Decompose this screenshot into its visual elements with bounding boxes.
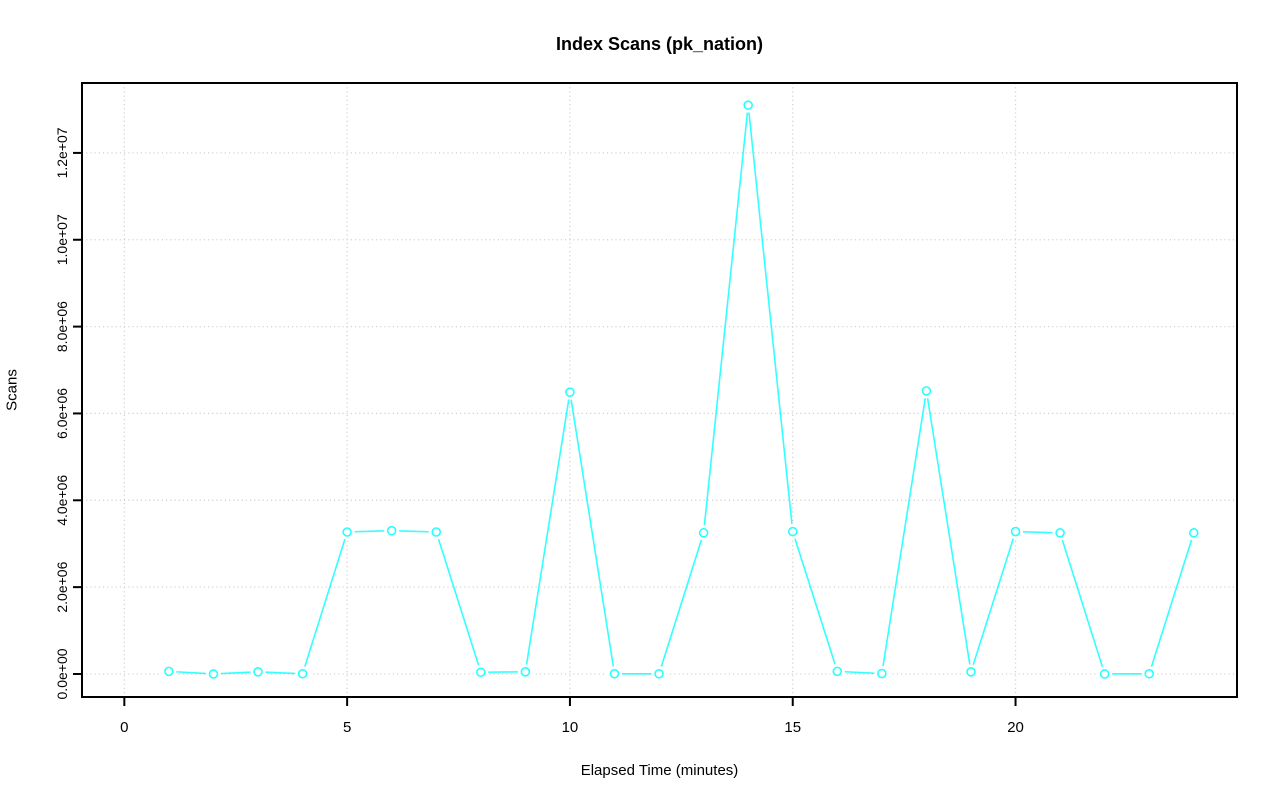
data-point-marker <box>253 667 263 677</box>
x-axis-tick-label: 5 <box>343 719 351 736</box>
data-point-halo <box>339 524 355 540</box>
data-point-halo <box>740 97 756 113</box>
data-point-halo <box>250 664 266 680</box>
x-axis-tick-label: 10 <box>562 719 579 736</box>
chart-title: Index Scans (pk_nation) <box>555 34 764 54</box>
data-point-halo <box>205 666 221 682</box>
data-point-marker <box>431 527 442 537</box>
data-point-marker <box>297 668 308 679</box>
x-axis-tick-label: 15 <box>784 719 801 736</box>
y-axis-tick-label: 2.0e+06 <box>54 561 70 612</box>
data-point-halo <box>1052 525 1068 541</box>
data-point-marker <box>654 668 664 679</box>
data-point-marker <box>208 669 219 679</box>
data-point-halo <box>696 525 712 541</box>
data-point-marker <box>1099 669 1110 679</box>
data-line <box>168 105 1195 675</box>
x-axis-tick-label: 0 <box>120 719 128 736</box>
data-point-marker <box>1055 528 1065 538</box>
data-point-marker <box>386 525 397 536</box>
data-point-halo <box>295 666 311 682</box>
data-point-halo <box>651 666 667 682</box>
y-axis-tick-label: 4.0e+06 <box>54 475 70 526</box>
y-axis-tick-label: 1.2e+07 <box>54 127 70 178</box>
data-point-halo <box>606 666 622 682</box>
data-point-halo <box>785 524 801 540</box>
y-axis-tick-label: 0.0e+00 <box>54 648 70 699</box>
data-point-halo <box>1097 666 1113 682</box>
data-point-halo <box>874 666 890 682</box>
data-point-marker <box>743 100 753 110</box>
data-point-marker <box>921 386 932 396</box>
data-point-marker <box>787 526 798 537</box>
data-point-halo <box>473 664 489 680</box>
data-point-halo <box>428 524 444 540</box>
x-axis-tick-label: 20 <box>1007 719 1024 736</box>
data-point-marker <box>1144 668 1155 679</box>
data-point-marker <box>1010 526 1021 537</box>
data-point-marker <box>832 666 843 677</box>
data-point-halo <box>1186 525 1202 541</box>
data-point-halo <box>562 384 578 400</box>
data-point-marker <box>164 666 174 677</box>
y-axis-tick-label: 8.0e+06 <box>54 301 70 352</box>
data-point-marker <box>520 667 531 677</box>
data-point-marker <box>966 667 976 677</box>
data-point-marker <box>877 668 887 679</box>
x-axis-label: Elapsed Time (minutes) <box>580 762 739 779</box>
data-point-halo <box>1141 666 1157 682</box>
y-axis-tick-label: 1.0e+07 <box>54 214 70 265</box>
y-axis-label: Scans <box>3 369 21 411</box>
data-point-marker <box>698 528 709 538</box>
data-point-marker <box>609 668 620 679</box>
data-point-halo <box>963 664 979 680</box>
data-point-halo <box>384 523 400 539</box>
data-point-halo <box>517 664 533 680</box>
y-axis-tick-label: 6.0e+06 <box>54 388 70 439</box>
data-point-halo <box>918 383 934 399</box>
plot-border <box>81 82 1238 698</box>
data-point-marker <box>342 527 352 537</box>
data-point-marker <box>1188 528 1199 538</box>
data-point-marker <box>476 667 486 678</box>
data-point-halo <box>1008 524 1024 540</box>
data-point-halo <box>161 663 177 679</box>
data-point-marker <box>565 387 575 397</box>
data-point-halo <box>829 663 845 679</box>
